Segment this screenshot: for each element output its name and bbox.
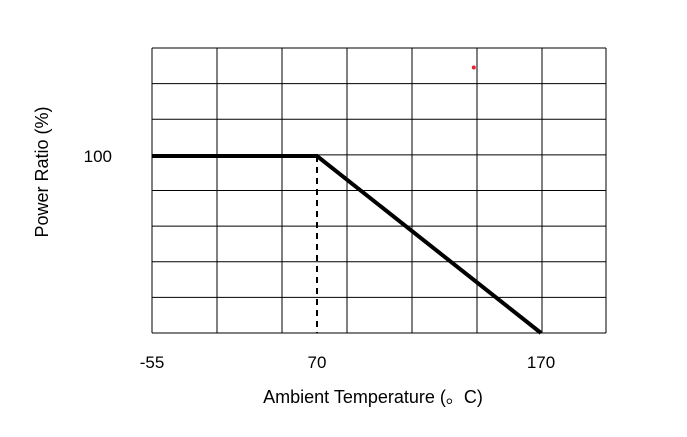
series-line-0 xyxy=(152,154,543,335)
x-axis-label: Ambient Temperature (。C) xyxy=(263,387,483,407)
x-tick-labels: -55 70 170 xyxy=(140,353,555,372)
y-tick-labels: 100 xyxy=(84,147,112,166)
plot-grid xyxy=(151,47,607,334)
x-tick-label-2: 170 xyxy=(527,353,555,372)
x-tick-label-1: 70 xyxy=(308,353,327,372)
marker-dot-0 xyxy=(471,65,476,70)
series-lines xyxy=(152,154,543,335)
markers xyxy=(471,65,476,70)
x-tick-label-0: -55 xyxy=(140,353,165,372)
y-axis-label: Power Ratio (%) xyxy=(32,106,52,237)
y-tick-label-0: 100 xyxy=(84,147,112,166)
